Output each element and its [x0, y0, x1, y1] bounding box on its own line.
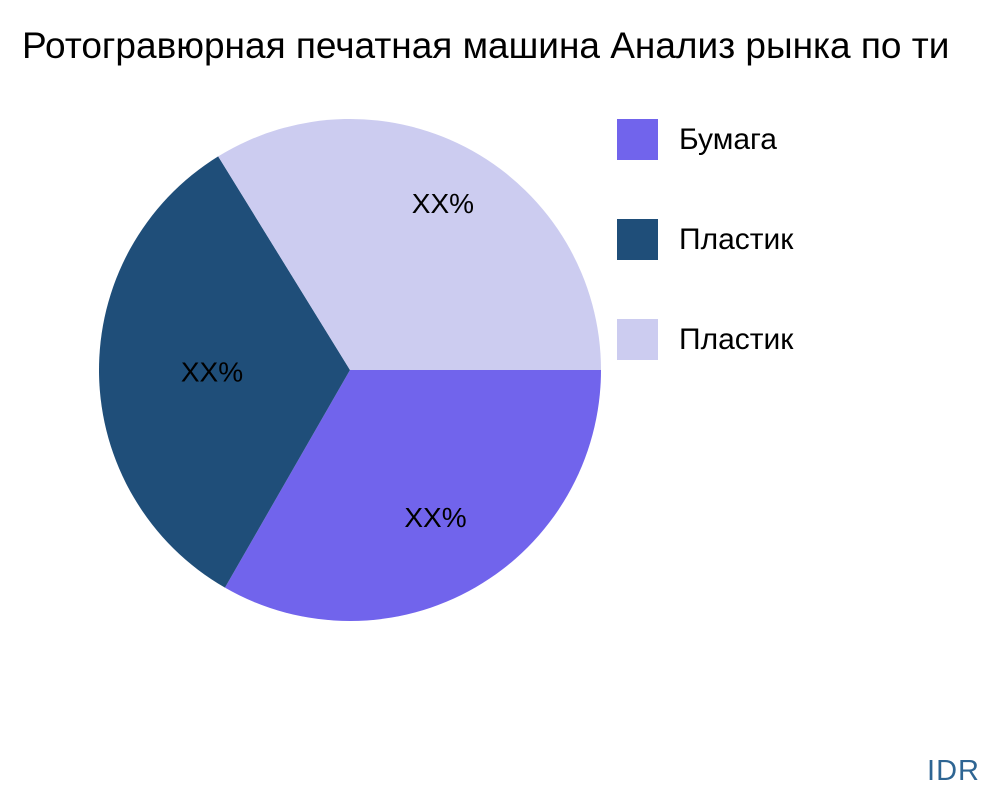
pie-slice-0 [224, 370, 601, 621]
legend-item-2: Пластик [617, 319, 793, 360]
pie-slice-2 [218, 119, 602, 370]
pie-slice-1 [98, 156, 350, 588]
legend-swatch-icon [617, 119, 658, 160]
legend-item-1: Пластик [617, 219, 793, 260]
legend: Бумага Пластик Пластик [617, 119, 793, 419]
slice-value-label: XX% [412, 188, 474, 219]
chart-title: Ротогравюрная печатная машина Анализ рын… [22, 25, 950, 66]
legend-label: Пластик [679, 222, 794, 256]
legend-swatch-icon [617, 319, 658, 360]
watermark-idr: IDR [927, 755, 980, 787]
slice-value-label: XX% [404, 502, 466, 533]
legend-item-0: Бумага [617, 119, 793, 160]
legend-label: Бумага [679, 122, 777, 156]
slice-value-label: XX% [181, 357, 243, 388]
legend-swatch-icon [617, 219, 658, 260]
legend-label: Пластик [679, 322, 794, 356]
